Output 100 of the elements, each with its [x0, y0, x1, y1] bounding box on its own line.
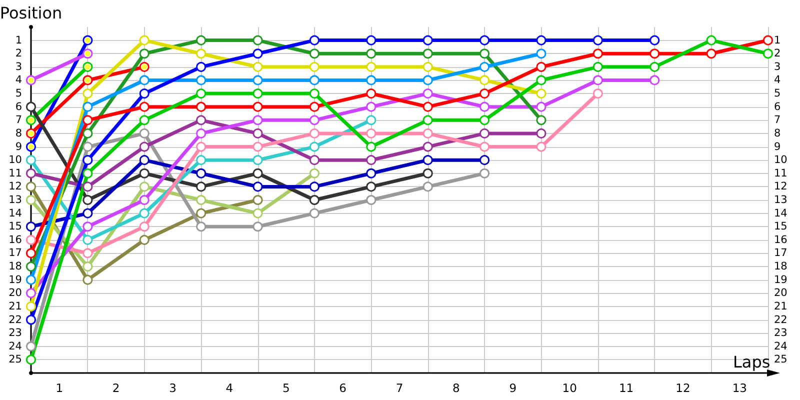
point	[139, 168, 150, 178]
point	[309, 168, 320, 178]
point	[536, 35, 546, 46]
point	[366, 62, 376, 72]
point	[82, 262, 93, 272]
point	[366, 128, 376, 138]
point	[763, 35, 773, 46]
point	[196, 155, 206, 166]
y-tick-label: 11	[8, 167, 22, 180]
point	[480, 75, 490, 86]
point	[422, 115, 433, 126]
point	[139, 115, 150, 126]
point	[309, 62, 320, 72]
point	[26, 222, 36, 232]
point	[309, 102, 320, 112]
point	[422, 128, 433, 138]
point	[480, 155, 490, 166]
point	[366, 75, 376, 86]
x-tick-label: 10	[562, 381, 577, 395]
x-tick-label: 6	[339, 381, 346, 395]
x-tick-label: 11	[618, 381, 634, 395]
y-tick-label: 22	[8, 314, 22, 326]
point	[309, 115, 320, 126]
point	[82, 222, 93, 232]
point	[252, 195, 263, 205]
point	[139, 182, 150, 192]
y-tick-label: 19	[8, 274, 22, 286]
y2-tick-label: 25	[774, 354, 788, 366]
point	[650, 75, 660, 86]
point	[252, 142, 263, 152]
point	[26, 248, 36, 258]
x-tick-label: 3	[169, 381, 176, 395]
point	[26, 168, 36, 178]
point	[422, 75, 433, 86]
y-tick-label: 18	[8, 260, 22, 273]
y2-tick-label: 18	[774, 260, 788, 273]
point	[26, 195, 36, 205]
point	[139, 195, 150, 205]
point	[309, 195, 320, 205]
x-tick-label: 2	[112, 381, 120, 395]
point	[309, 208, 320, 218]
point	[252, 182, 263, 192]
point	[366, 155, 376, 166]
point	[82, 248, 93, 258]
point	[706, 35, 716, 46]
y2-tick-label: 10	[774, 154, 788, 166]
point	[252, 88, 263, 99]
point	[480, 128, 490, 138]
point	[592, 35, 603, 46]
point	[139, 102, 150, 112]
point	[422, 155, 433, 166]
point	[26, 262, 36, 272]
point	[252, 128, 263, 138]
y2-tick-label: 15	[774, 220, 788, 233]
point	[592, 62, 603, 72]
x-tick-label: 9	[509, 381, 517, 395]
point	[309, 182, 320, 192]
point	[196, 115, 206, 126]
point	[309, 75, 320, 86]
point	[196, 102, 206, 112]
y2-tick-label: 3	[774, 60, 781, 73]
y-tick-label: 6	[15, 100, 22, 113]
point	[592, 48, 603, 59]
y2-tick-label: 4	[774, 74, 781, 86]
point	[82, 234, 93, 245]
x-axis-title: Laps	[733, 352, 770, 372]
y2-tick-label: 8	[774, 127, 781, 140]
y-tick-label: 7	[15, 114, 22, 126]
point	[650, 48, 660, 59]
point	[592, 88, 603, 99]
point	[480, 168, 490, 178]
y-tick-label: 15	[8, 220, 22, 233]
point	[252, 168, 263, 178]
point	[252, 208, 263, 218]
x-tick-label: 4	[226, 381, 234, 395]
point	[480, 115, 490, 126]
point	[366, 182, 376, 192]
y2-tick-label: 19	[774, 274, 788, 286]
y2-tick-label: 11	[774, 167, 788, 180]
y-tick-label: 25	[8, 354, 22, 366]
point	[536, 128, 546, 138]
point	[366, 35, 376, 46]
point	[252, 115, 263, 126]
x-tick-label: 8	[452, 381, 460, 395]
point	[422, 62, 433, 72]
point	[536, 142, 546, 152]
point	[536, 75, 546, 86]
y-tick-label: 8	[15, 127, 22, 140]
y-tick-label: 20	[8, 287, 22, 300]
point	[706, 48, 716, 59]
point	[26, 341, 36, 352]
point	[196, 142, 206, 152]
point	[26, 155, 36, 166]
y2-tick-label: 24	[774, 340, 788, 352]
point	[536, 62, 546, 72]
point	[480, 102, 490, 112]
y2-tick-label: 5	[774, 88, 781, 100]
point	[196, 35, 206, 46]
point	[536, 88, 546, 99]
point	[196, 48, 206, 59]
